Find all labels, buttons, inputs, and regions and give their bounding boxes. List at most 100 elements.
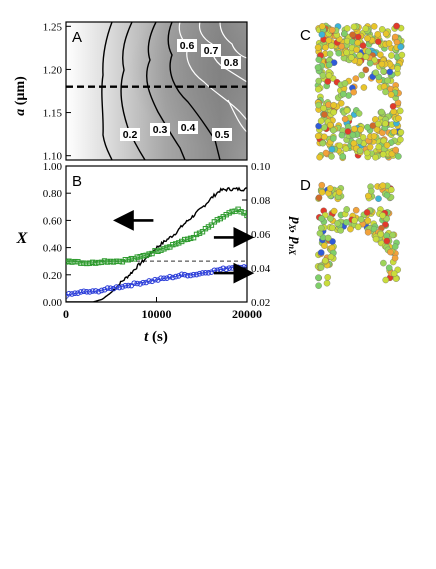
particle (344, 128, 352, 135)
series-point-square (66, 258, 72, 264)
series-point-square (193, 231, 200, 238)
particle (389, 103, 397, 110)
particle (354, 223, 362, 231)
particle (355, 110, 363, 117)
particle (356, 52, 364, 59)
contour-0-8 (219, 22, 247, 59)
particle (315, 77, 322, 85)
series-point-square (190, 234, 197, 241)
particle (357, 216, 365, 223)
contour-inner (227, 99, 247, 133)
series-point-square (87, 260, 93, 267)
particle (379, 151, 387, 158)
contour-label: 0.6 (180, 40, 195, 52)
particle (327, 215, 334, 222)
series-point-circle (86, 289, 93, 295)
panel-a-y-tick-label: 1.15 (43, 108, 63, 120)
particle (314, 44, 322, 51)
series-point-circle (161, 275, 167, 282)
particle (327, 253, 335, 261)
contour-label: 0.3 (153, 124, 168, 136)
particle (370, 23, 378, 30)
series-point-circle (72, 290, 78, 297)
particle (341, 30, 348, 37)
panel-b-frame (65, 165, 248, 303)
particle (321, 242, 328, 249)
series-point-circle (178, 271, 185, 278)
particle (369, 122, 377, 129)
particle (384, 77, 391, 84)
particle (375, 143, 382, 151)
particle (378, 60, 386, 68)
particle (347, 225, 354, 233)
panel-b-x-axis-unit: (s) (152, 329, 168, 345)
left-y-tick-label: 0.00 (43, 297, 63, 309)
particle (391, 254, 399, 262)
particle (390, 128, 398, 135)
particle (336, 142, 344, 149)
series-line-x (66, 186, 247, 302)
x-tick-label: 0 (63, 307, 69, 321)
series-point-circle (190, 271, 197, 278)
particle (317, 249, 325, 256)
contour-0-3 (120, 22, 146, 160)
left-y-tick-label: 0.80 (43, 188, 63, 200)
series-point-square (229, 208, 235, 215)
panel-d: D (300, 177, 401, 289)
series-point-square (113, 258, 120, 264)
left-y-tick-label: 0.60 (43, 215, 63, 227)
particle (318, 181, 326, 189)
particle (325, 61, 333, 69)
series-point-circle (175, 273, 182, 279)
series-point-circle (92, 288, 99, 294)
series-point-circle (205, 270, 212, 276)
series-point-square (161, 246, 167, 252)
particle (395, 153, 402, 160)
panel-a-y-tick-label: 1.25 (43, 21, 63, 33)
particle (383, 237, 391, 245)
left-y-tick-label: 0.40 (43, 243, 63, 255)
particle (372, 154, 379, 161)
panel-a-y-tick-label: 1.10 (43, 151, 63, 163)
x-tick-label: 10000 (142, 307, 172, 321)
series-point-circle (220, 265, 227, 272)
particle (386, 68, 394, 76)
panel-d-label: D (300, 177, 311, 194)
series-point-square (98, 259, 105, 266)
particle (378, 26, 386, 33)
particle (315, 86, 322, 93)
particle (335, 49, 342, 57)
right-y-tick-label: 0.08 (251, 195, 271, 207)
particle (378, 108, 385, 116)
series-point-square (122, 257, 129, 263)
particle (320, 124, 328, 131)
particle (322, 257, 329, 264)
series-point-square (196, 230, 203, 236)
particle (321, 111, 328, 118)
particle (328, 26, 336, 34)
particle (349, 131, 357, 139)
series-point-circle (98, 287, 105, 294)
contour-label-box (201, 44, 221, 57)
series-point-square (107, 258, 114, 265)
particle (371, 56, 378, 64)
series-point-square (92, 260, 99, 266)
contour-labels: 0.2 0.3 0.4 0.5 0.6 0.7 0.8 (120, 39, 241, 141)
particle (325, 72, 333, 79)
contour-label-box (178, 121, 198, 134)
particle (324, 234, 332, 242)
series-point-square (78, 260, 84, 266)
particle (328, 146, 336, 153)
series-point-circle (66, 290, 72, 297)
particle (340, 90, 347, 98)
contour-label-box (221, 56, 241, 69)
particle (356, 147, 364, 155)
particle (382, 276, 389, 284)
particle (397, 129, 405, 136)
series-point-square (128, 255, 134, 262)
particle (325, 37, 333, 44)
particle (363, 149, 371, 157)
particle (326, 50, 334, 58)
panel-a: 0.2 0.3 0.4 0.5 0.6 0.7 0.8 1.25 1.20 1.15 1.10 A… (13, 21, 248, 163)
